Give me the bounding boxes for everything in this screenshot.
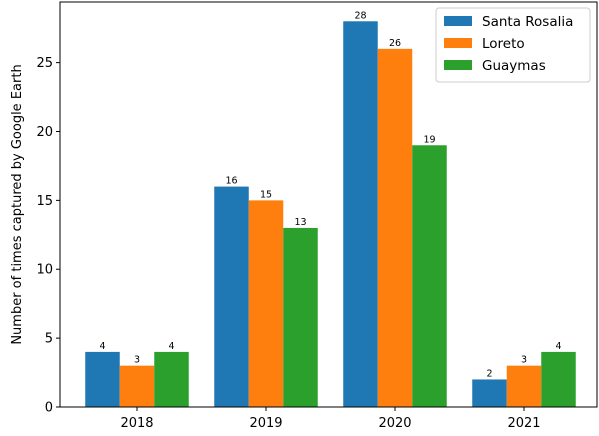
data-label: 26 [389, 38, 401, 49]
y-tick-label: 10 [36, 263, 53, 278]
bar-santa-rosalia-2021 [472, 379, 507, 407]
legend-swatch [444, 16, 472, 26]
bar-loreto-2020 [377, 48, 413, 408]
data-label: 4 [555, 341, 561, 352]
y-tick-label: 0 [45, 401, 53, 416]
y-tick-label: 25 [36, 56, 53, 71]
y-tick-label: 20 [36, 125, 53, 140]
bar-guaymas-2018 [154, 351, 189, 407]
bar-labels-layer: 4 16 28 2 3 15 26 3 4 13 19 4 [99, 10, 561, 379]
data-label: 16 [225, 176, 237, 187]
legend-swatch [444, 60, 472, 70]
data-label: 4 [168, 341, 174, 352]
axes-layer: 0 5 10 15 20 25 2018 2019 2020 2021 [36, 1, 598, 431]
x-tick-label: 2020 [378, 416, 411, 431]
x-tick-label: 2018 [120, 416, 153, 431]
bar-santa-rosalia-2019 [214, 186, 249, 407]
data-label: 19 [423, 134, 435, 145]
legend-label: Guaymas [482, 58, 546, 74]
bars-layer [85, 21, 576, 408]
bar-santa-rosalia-2018 [85, 351, 120, 407]
data-label: 3 [521, 355, 527, 366]
data-label: 4 [99, 341, 105, 352]
bar-loreto-2018 [119, 365, 155, 407]
legend-swatch [444, 38, 472, 48]
x-tick-label: 2021 [507, 416, 540, 431]
bar-guaymas-2021 [541, 351, 576, 407]
plot-frame [59, 1, 598, 408]
legend-label: Santa Rosalia [482, 14, 573, 30]
y-tick-label: 15 [36, 194, 53, 209]
x-tick-label: 2019 [249, 416, 282, 431]
bar-guaymas-2020 [412, 145, 447, 407]
data-label: 2 [486, 368, 492, 379]
y-axis-title: Number of times captured by Google Earth [10, 64, 25, 344]
legend: Santa Rosalia Loreto Guaymas [435, 7, 591, 83]
bar-santa-rosalia-2020 [343, 21, 378, 408]
bar-guaymas-2019 [283, 227, 318, 407]
data-label: 28 [354, 10, 366, 21]
y-tick-label: 5 [45, 332, 53, 347]
legend-label: Loreto [482, 36, 525, 52]
legend-box [435, 7, 591, 83]
data-label: 15 [260, 189, 272, 200]
bar-loreto-2019 [248, 200, 284, 407]
data-label: 13 [294, 217, 306, 228]
data-label: 3 [134, 355, 140, 366]
bar-loreto-2021 [506, 365, 542, 407]
